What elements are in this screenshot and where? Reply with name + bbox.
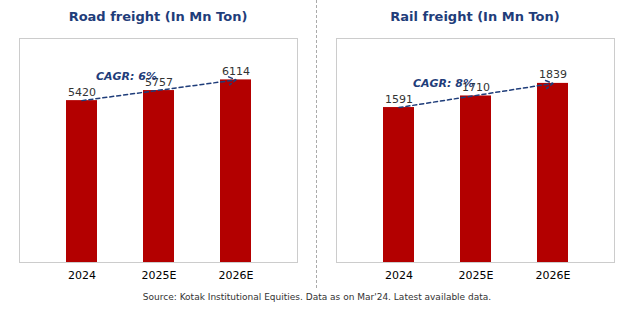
svg-text:5757: 5757 [145,75,173,89]
svg-text:1710: 1710 [462,81,490,94]
html-text:Road freight (In Mn Ton): Road freight (In Mn Ton) [68,9,248,24]
svg-text:2026E: 2026E [219,269,254,282]
svg-text:2024: 2024 [68,269,96,282]
svg-text:2025E: 2025E [142,269,177,282]
svg-text:1591: 1591 [385,93,413,106]
svg-text:2025E: 2025E [459,269,494,282]
svg-text:2026E: 2026E [536,269,571,282]
svg-text:CAGR: 6%: CAGR: 6% [96,70,157,83]
html-text:Source: Kotak Institutional Eq: Source: Kotak Institutional Equities. Da… [142,292,492,302]
svg-text:2024: 2024 [385,269,413,282]
svg-text:CAGR: 8%: CAGR: 8% [413,77,474,90]
svg-text:5420: 5420 [68,86,96,99]
svg-text:1839: 1839 [539,68,567,81]
svg-text:6114: 6114 [222,65,250,78]
html-text:Rail freight (In Mn Ton): Rail freight (In Mn Ton) [390,9,560,24]
